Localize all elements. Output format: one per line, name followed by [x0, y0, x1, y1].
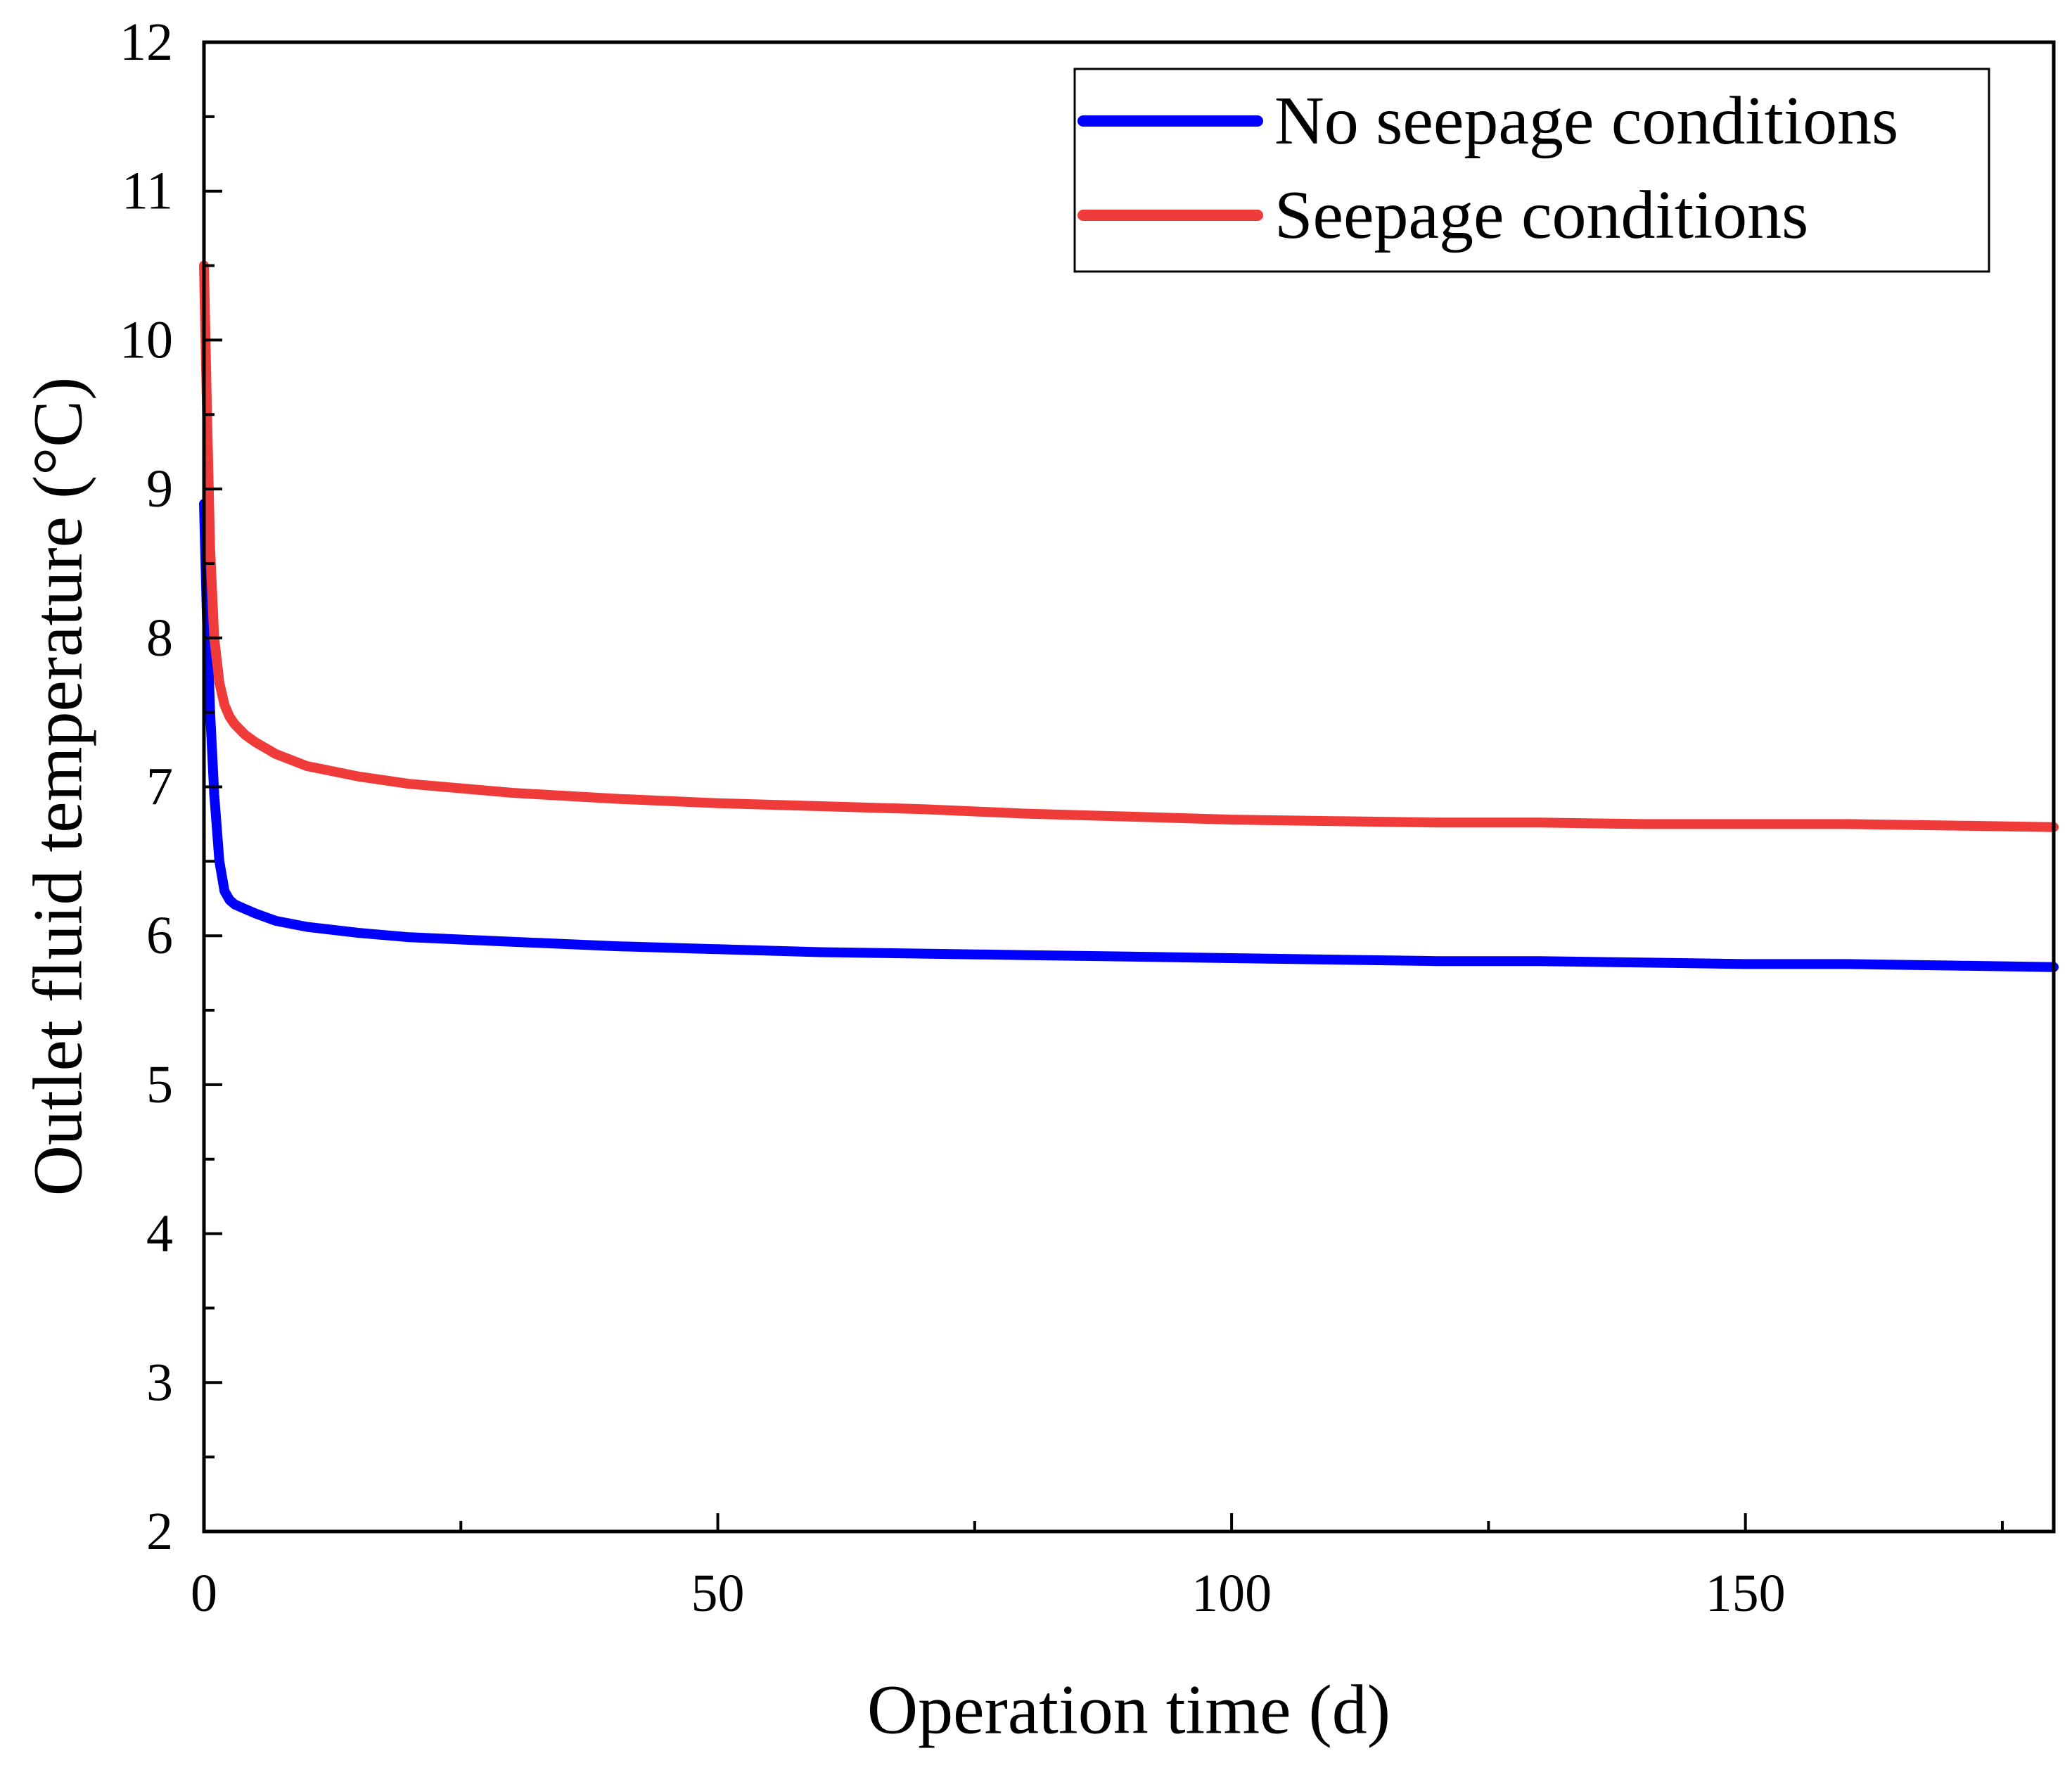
y-tick-label: 12	[120, 13, 173, 72]
y-axis-title: Outlet fluid temperature (°C)	[19, 377, 97, 1197]
x-tick-label: 150	[1706, 1564, 1786, 1623]
y-tick-label: 8	[146, 609, 173, 668]
series-layer	[199, 260, 2059, 972]
plot-area-frame	[202, 40, 2056, 1534]
x-axis-title: Operation time (d)	[867, 1671, 1390, 1749]
legend-label-no-seepage: No seepage conditions	[1274, 83, 1898, 159]
y-tick-label: 3	[146, 1353, 173, 1412]
y-tick-label: 10	[120, 310, 173, 369]
legend-label-seepage: Seepage conditions	[1274, 177, 1808, 253]
y-tick-label: 6	[146, 906, 173, 965]
series-line-seepage	[199, 260, 2059, 832]
y-tick-label: 9	[146, 459, 173, 518]
tick-layer: 0 50 100 150 2 3 4 5 6 7 8 9 10 11 12	[120, 13, 2004, 1623]
y-tick-label: 2	[146, 1502, 173, 1561]
series-line-no-seepage	[199, 499, 2059, 972]
x-tick-label: 100	[1191, 1564, 1272, 1623]
x-tick-label: 50	[691, 1564, 745, 1623]
legend-box	[1073, 68, 1990, 273]
legend: No seepage conditions Seepage conditions	[1073, 68, 1990, 273]
y-tick-label: 7	[146, 758, 173, 817]
y-tick-label: 5	[146, 1055, 173, 1114]
y-tick-label: 4	[146, 1204, 173, 1263]
y-tick-label: 11	[122, 162, 173, 221]
x-tick-label: 0	[191, 1564, 217, 1623]
